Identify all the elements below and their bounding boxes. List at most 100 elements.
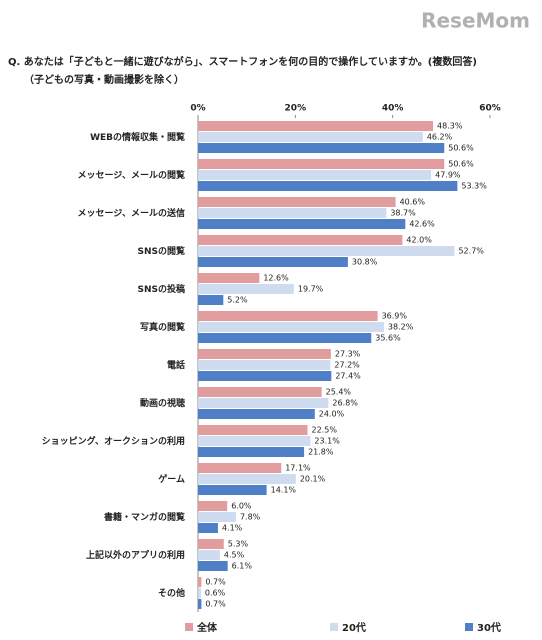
bar <box>198 143 445 153</box>
value-label: 36.9% <box>382 312 408 321</box>
value-label: 7.8% <box>240 513 261 522</box>
bar <box>198 387 322 397</box>
legend-label: 20代 <box>342 621 366 634</box>
x-tick-label: 0% <box>190 104 205 114</box>
value-label: 17.1% <box>285 464 311 473</box>
bar <box>198 485 267 495</box>
bar <box>198 501 228 511</box>
bar <box>198 284 294 294</box>
bar <box>198 436 311 446</box>
y-tick-label: SNSの投稿 <box>138 283 186 295</box>
value-label: 4.5% <box>224 551 245 560</box>
value-label: 47.9% <box>435 171 461 180</box>
bar <box>198 447 305 457</box>
bar <box>198 246 455 256</box>
value-label: 6.1% <box>232 562 253 571</box>
bar <box>198 170 432 180</box>
value-label: 14.1% <box>271 486 297 495</box>
legend-swatch <box>465 623 473 631</box>
legend-label: 全体 <box>196 621 218 634</box>
bar <box>198 599 202 609</box>
value-label: 21.8% <box>308 448 334 457</box>
y-tick-label: ゲーム <box>158 473 185 485</box>
value-label: 20.1% <box>300 475 326 484</box>
bar <box>198 257 348 267</box>
value-label: 4.1% <box>222 524 243 533</box>
bar <box>198 322 384 332</box>
bar <box>198 561 228 571</box>
value-label: 35.6% <box>375 334 401 343</box>
bar <box>198 235 403 245</box>
bar <box>198 523 218 533</box>
y-tick-label: WEBの情報収集・閲覧 <box>90 131 185 143</box>
bar <box>198 208 387 218</box>
value-label: 40.6% <box>400 198 426 207</box>
value-label: 27.2% <box>334 361 360 370</box>
value-label: 53.3% <box>461 182 487 191</box>
y-tick-label: メッセージ、メールの送信 <box>77 207 185 219</box>
legend-swatch <box>185 623 193 631</box>
value-label: 48.3% <box>437 122 463 131</box>
bar <box>198 311 378 321</box>
bar <box>198 577 202 587</box>
y-tick-label: 上記以外のアプリの利用 <box>86 549 185 561</box>
bar <box>198 132 423 142</box>
bar <box>198 121 434 131</box>
value-label: 0.7% <box>205 578 226 587</box>
y-tick-label: その他 <box>158 587 185 599</box>
bar <box>198 539 224 549</box>
value-label: 24.0% <box>319 410 345 419</box>
value-label: 52.7% <box>458 247 484 256</box>
value-label: 6.0% <box>231 502 252 511</box>
y-tick-label: メッセージ、メールの閲覧 <box>77 169 185 181</box>
bar <box>198 181 458 191</box>
bar <box>198 512 236 522</box>
value-label: 42.0% <box>406 236 432 245</box>
bar <box>198 295 224 305</box>
bar <box>198 333 372 343</box>
value-label: 23.1% <box>314 437 340 446</box>
bar <box>198 409 315 419</box>
value-label: 38.7% <box>390 209 416 218</box>
value-label: 27.3% <box>335 350 361 359</box>
value-label: 0.7% <box>205 600 226 609</box>
y-tick-label: 動画の視聴 <box>140 397 185 409</box>
value-label: 12.6% <box>263 274 289 283</box>
logo: ReseMom <box>421 9 530 33</box>
x-tick-label: 40% <box>382 104 404 114</box>
y-tick-label: 書籍・マンガの閲覧 <box>104 511 185 523</box>
chart-title: Q. あなたは「子どもと一緒に遊びながら」、スマートフォンを何の目的で操作してい… <box>8 55 477 68</box>
bar <box>198 197 396 207</box>
y-tick-label: 写真の閲覧 <box>140 321 185 333</box>
bar <box>198 371 332 381</box>
value-label: 42.6% <box>409 220 435 229</box>
legend-label: 30代 <box>477 621 501 634</box>
x-tick-label: 60% <box>479 104 501 114</box>
value-label: 5.3% <box>228 540 249 549</box>
value-label: 46.2% <box>427 133 453 142</box>
value-label: 26.8% <box>332 399 358 408</box>
value-label: 27.4% <box>335 372 361 381</box>
value-label: 5.2% <box>227 296 248 305</box>
bar <box>198 550 220 560</box>
bar <box>198 349 331 359</box>
bar <box>198 463 282 473</box>
x-tick-label: 20% <box>285 104 307 114</box>
value-label: 38.2% <box>388 323 414 332</box>
value-label: 25.4% <box>326 388 352 397</box>
value-label: 0.6% <box>205 589 226 598</box>
bar <box>198 273 260 283</box>
value-label: 19.7% <box>298 285 324 294</box>
y-tick-label: SNSの閲覧 <box>138 245 186 257</box>
value-label: 22.5% <box>312 426 338 435</box>
y-tick-label: ショッピング、オークションの利用 <box>42 435 185 447</box>
legend-swatch <box>330 623 338 631</box>
bar <box>198 398 329 408</box>
bar <box>198 474 296 484</box>
bar <box>198 588 201 598</box>
value-label: 50.6% <box>448 160 474 169</box>
value-label: 30.8% <box>352 258 378 267</box>
value-label: 50.6% <box>448 144 474 153</box>
chart-subtitle: （子どもの写真・動画撮影を除く） <box>24 73 184 86</box>
